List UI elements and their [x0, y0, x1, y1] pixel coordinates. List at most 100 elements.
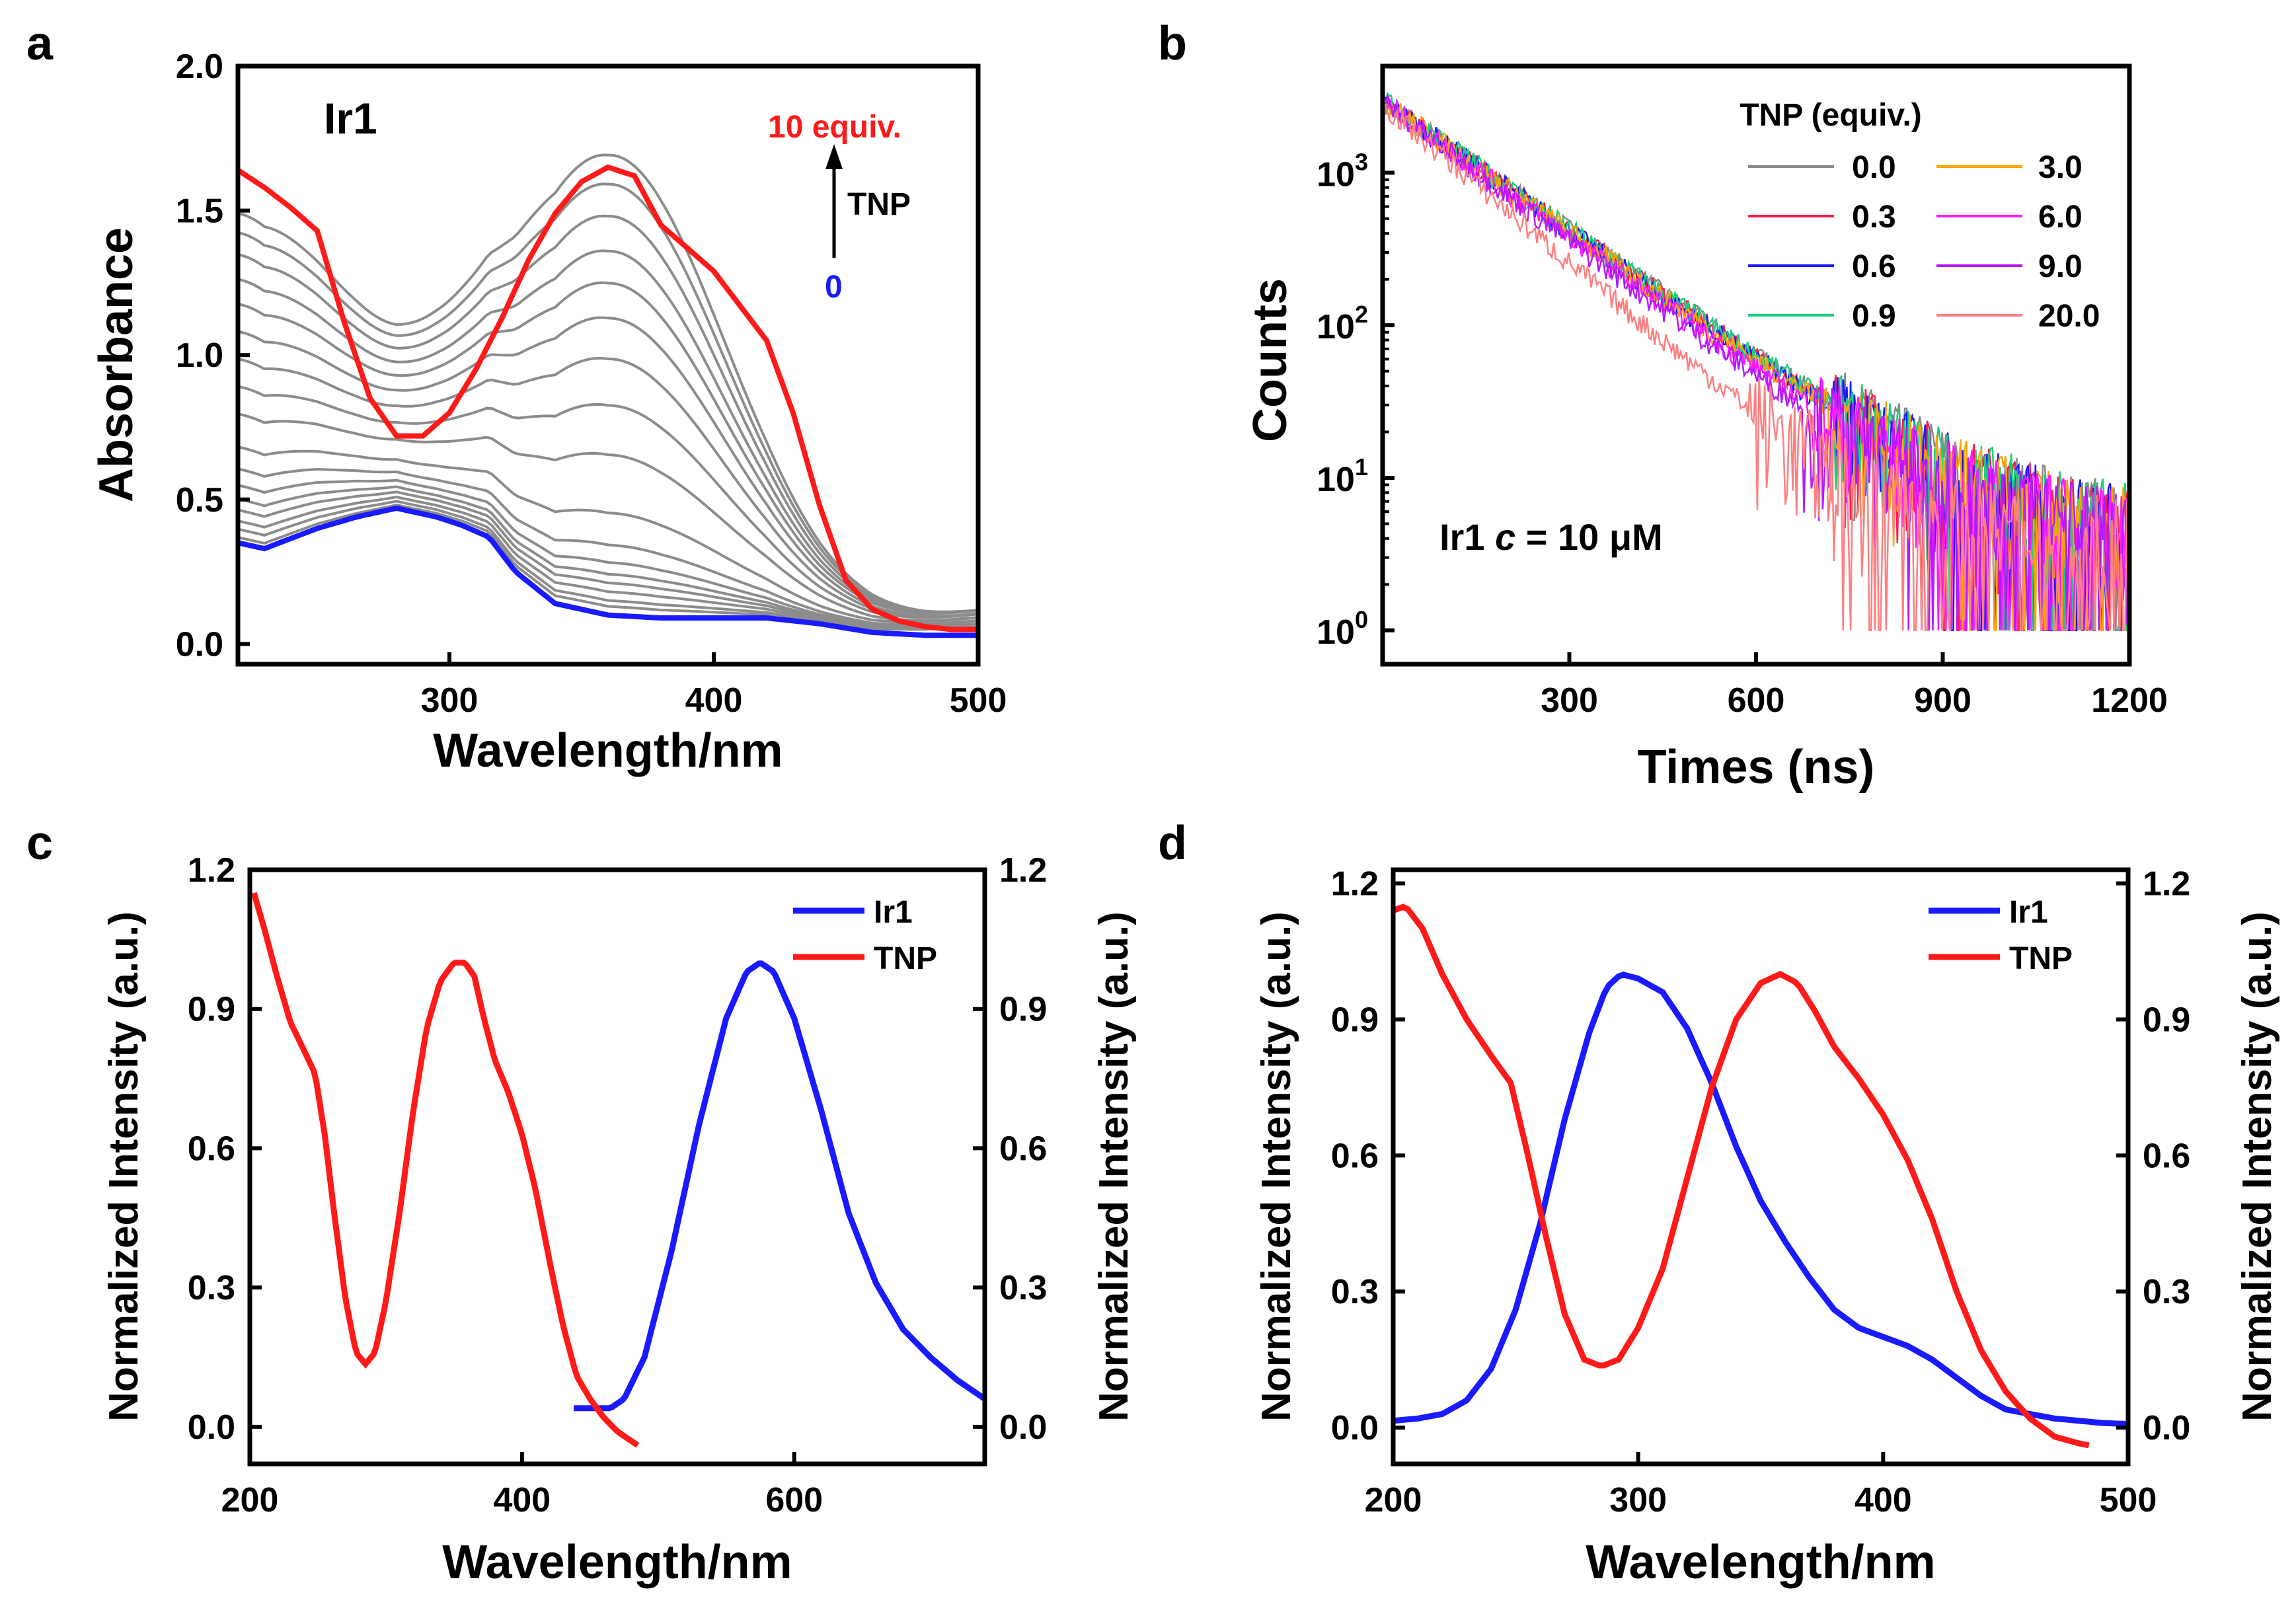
panel-c-curve-ir1 — [574, 960, 987, 1412]
x-tick-label: 600 — [765, 1481, 823, 1519]
panel-label-d: d — [1158, 817, 1187, 870]
y-tick-label: 1.0 — [176, 336, 223, 375]
panel-d-x-label: Wavelength/nm — [1586, 1536, 1935, 1589]
panel-a-title: Ir1 — [324, 94, 377, 143]
panel-d-curve-tnp — [1392, 903, 2090, 1449]
panel-a: a 300 400 500 0.0 0.5 1.0 1.5 2.0 Wavelength/n… — [26, 17, 1007, 777]
panel-b-annotation: Ir1 c = 10 μM — [1439, 516, 1663, 558]
right-y-tick-label: 0.3 — [2143, 1273, 2190, 1311]
panel-b-annotation-italic: c — [1495, 516, 1515, 558]
y-tick-label: 0.3 — [188, 1269, 235, 1307]
x-tick-label: 500 — [2100, 1481, 2157, 1519]
panel-a-arrow-head — [825, 144, 843, 169]
panel-b-legend-title: TNP (equiv.) — [1740, 98, 1922, 133]
x-tick-label: 500 — [950, 681, 1007, 720]
panel-d-x-ticks: 200 300 400 500 — [1365, 1452, 2157, 1519]
panel-c-x-label: Wavelength/nm — [442, 1536, 792, 1589]
panel-b-decay-9.0 — [1385, 93, 2130, 632]
panel-a-gray-curve — [237, 445, 979, 623]
panel-b-series — [1385, 91, 2130, 632]
panel-c-curve-tnp — [250, 892, 640, 1448]
y-tick-label: 100 — [1317, 606, 1368, 652]
y-tick-label: 0.9 — [188, 991, 235, 1029]
right-y-tick-label: 0.0 — [2143, 1409, 2190, 1447]
panel-c-y-label: Normalized Intensity (a.u.) — [101, 911, 147, 1422]
panel-d-series — [1392, 903, 2129, 1449]
panel-c-frame — [247, 867, 987, 1467]
right-y-tick-label: 0.3 — [999, 1269, 1047, 1307]
panel-d: d 200 300 400 500 0.0 0.3 0.6 0.9 1.2 0.0 0.3 0.6… — [1158, 817, 2280, 1589]
panel-label-b: b — [1158, 17, 1187, 70]
panel-c-y-ticks: 0.0 0.3 0.6 0.9 1.2 — [188, 851, 262, 1447]
x-tick-label: 200 — [1365, 1481, 1422, 1519]
y-tick-label: 0.0 — [1331, 1409, 1379, 1447]
y-tick-label: 101 — [1317, 453, 1368, 499]
y-tick-label: 0.9 — [1331, 1001, 1379, 1039]
x-tick-label: 300 — [421, 681, 478, 720]
panel-b-legend-label-0.0: 0.0 — [1852, 150, 1896, 185]
panel-a-series — [236, 153, 979, 638]
panel-d-right-y-ticks: 0.0 0.3 0.6 0.9 1.2 — [2116, 865, 2190, 1447]
x-tick-label: 400 — [493, 1481, 551, 1519]
panel-c-legend-ir1-label: Ir1 — [874, 895, 913, 930]
panel-a-arrow-label: TNP — [847, 187, 911, 222]
y-tick-label: 102 — [1317, 301, 1368, 346]
panel-a-gray-curve — [237, 356, 979, 619]
panel-d-curve-ir1 — [1393, 972, 2129, 1428]
x-tick-label: 300 — [1609, 1481, 1667, 1519]
right-y-tick-label: 1.2 — [999, 851, 1047, 890]
panel-b-legend-label-0.6: 0.6 — [1852, 249, 1896, 284]
panel-d-legend-tnp-label: TNP — [2009, 941, 2073, 976]
panel-a-gray-curve — [237, 467, 979, 626]
panel-d-y-label: Normalized Intensity (a.u.) — [1254, 911, 1299, 1422]
panel-a-y-ticks: 0.0 0.5 1.0 1.5 2.0 — [176, 48, 250, 664]
panel-b-legend-label-0.3: 0.3 — [1852, 200, 1896, 235]
panel-c-series — [250, 892, 987, 1448]
panel-d-frame — [1391, 867, 2131, 1467]
panel-c-legend-tnp-label: TNP — [874, 941, 937, 976]
panel-b-legend-label-9.0: 9.0 — [2038, 249, 2083, 284]
y-tick-label: 1.2 — [1331, 865, 1379, 903]
panel-a-gray-curve — [237, 412, 979, 623]
panel-b-y-ticks: 100 101 102 103 — [1317, 148, 1395, 652]
panel-a-gray-curve — [237, 182, 979, 614]
panel-a-gray-curve — [237, 503, 979, 631]
panel-c: c 200 400 600 0.0 0.3 0.6 0.9 1.2 0.0 0.3 0.6 0.9… — [26, 817, 1137, 1589]
right-y-tick-label: 0.9 — [2143, 1001, 2190, 1039]
x-tick-label: 200 — [221, 1481, 279, 1519]
right-y-tick-label: 0.6 — [999, 1129, 1047, 1168]
panel-a-x-label: Wavelength/nm — [433, 724, 783, 777]
y-tick-label: 2.0 — [176, 48, 223, 86]
panel-b-annotation-suffix: = 10 μM — [1515, 516, 1663, 558]
panel-d-y-ticks: 0.0 0.3 0.6 0.9 1.2 — [1331, 865, 1405, 1447]
panel-a-gray-curve — [237, 485, 979, 627]
panel-a-x-ticks: 300 400 500 — [421, 652, 1007, 720]
panel-b-legend-label-20.0: 20.0 — [2038, 299, 2100, 334]
panel-a-bottom-label: 0 — [825, 270, 843, 305]
x-tick-label: 900 — [1914, 681, 1971, 720]
x-tick-label: 400 — [1855, 1481, 1912, 1519]
panel-d-legend-ir1-label: Ir1 — [2009, 895, 2048, 930]
y-tick-label: 0.6 — [1331, 1137, 1379, 1175]
panel-a-frame — [235, 63, 981, 667]
panel-a-gray-curve — [237, 214, 979, 614]
panel-b-y-label: Counts — [1244, 278, 1297, 442]
panel-b-annotation-prefix: Ir1 — [1439, 516, 1495, 558]
right-y-tick-label: 0.9 — [999, 991, 1047, 1029]
panel-b-legend-label-6.0: 6.0 — [2038, 200, 2083, 235]
panel-a-gray-curve — [237, 495, 979, 629]
panel-a-blue-curve — [237, 505, 978, 638]
x-tick-label: 400 — [685, 681, 743, 720]
panel-d-right-y-label: Normalized Intensity (a.u.) — [2235, 911, 2280, 1422]
right-y-tick-label: 1.2 — [2143, 865, 2190, 903]
right-y-tick-label: 0.0 — [999, 1408, 1047, 1447]
x-tick-label: 600 — [1728, 681, 1785, 720]
panel-b-legend: 0.0 0.3 0.6 0.9 3.0 6.0 9.0 20.0 — [1748, 150, 2100, 334]
right-y-tick-label: 0.6 — [2143, 1137, 2190, 1175]
panel-c-right-y-label: Normalized Intensity (a.u.) — [1091, 911, 1137, 1422]
y-tick-label: 1.2 — [188, 851, 235, 890]
panel-b-legend-label-0.9: 0.9 — [1852, 299, 1896, 334]
panel-b-x-ticks: 300 600 900 1200 — [1541, 652, 2168, 720]
